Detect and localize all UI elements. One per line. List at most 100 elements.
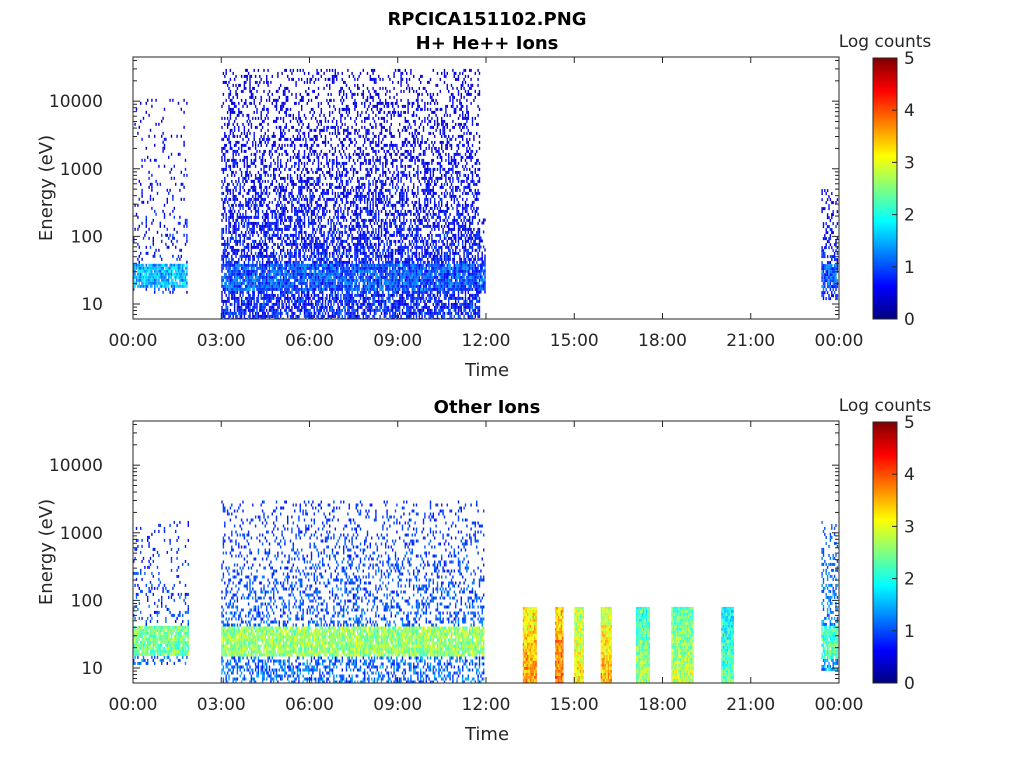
- heatmap-cell: [361, 251, 363, 255]
- heatmap-cell: [347, 263, 349, 267]
- heatmap-cell: [137, 269, 139, 273]
- heatmap-cell: [249, 83, 251, 87]
- heatmap-cell: [235, 239, 237, 243]
- heatmap-cell: [298, 131, 300, 135]
- heatmap-cell: [350, 245, 352, 249]
- heatmap-cell: [233, 311, 236, 315]
- heatmap-cell: [179, 263, 181, 267]
- heatmap-cell: [362, 161, 364, 165]
- heatmap-cell: [369, 269, 371, 273]
- heatmap-cell: [309, 272, 311, 276]
- heatmap-cell: [226, 149, 229, 153]
- heatmap-cell: [371, 251, 373, 255]
- heatmap-cell: [323, 239, 325, 243]
- heatmap-cell: [141, 269, 143, 273]
- heatmap-cell: [351, 308, 353, 312]
- heatmap-cell: [317, 257, 320, 261]
- heatmap-cell: [245, 179, 247, 183]
- heatmap-cell: [256, 107, 258, 111]
- heatmap-cell: [359, 293, 362, 297]
- heatmap-cell: [229, 284, 232, 288]
- heatmap-cell: [366, 167, 369, 171]
- heatmap-cell: [294, 317, 296, 319]
- heatmap-cell: [336, 197, 338, 201]
- heatmap-cell: [236, 260, 239, 264]
- heatmap-cell: [184, 284, 187, 288]
- heatmap-cell: [336, 257, 338, 261]
- heatmap-cell: [306, 182, 308, 186]
- heatmap-cell: [268, 200, 271, 204]
- heatmap-cell: [228, 203, 230, 207]
- heatmap-cell: [235, 278, 237, 282]
- heatmap-cell: [305, 308, 307, 312]
- heatmap-cell: [301, 281, 303, 285]
- heatmap-cell: [305, 305, 307, 309]
- heatmap-cell: [268, 227, 271, 231]
- heatmap-cell: [289, 68, 292, 72]
- heatmap-cell: [183, 263, 185, 267]
- heatmap-cell: [275, 260, 278, 264]
- heatmap-cell: [264, 233, 266, 237]
- heatmap-cell: [303, 230, 306, 234]
- heatmap-cell: [238, 152, 240, 156]
- heatmap-cell: [341, 317, 343, 319]
- heatmap-cell: [282, 284, 285, 288]
- heatmap-cell: [239, 278, 241, 282]
- heatmap-cell: [254, 194, 257, 198]
- heatmap-cell: [253, 98, 255, 102]
- heatmap-cell: [236, 86, 239, 90]
- heatmap-cell: [173, 206, 175, 210]
- heatmap-cell: [151, 104, 153, 108]
- heatmap-cell: [364, 218, 366, 222]
- heatmap-cell: [236, 182, 239, 186]
- heatmap-cell: [246, 179, 248, 183]
- heatmap-cell: [362, 314, 364, 318]
- heatmap-cell: [284, 260, 286, 264]
- heatmap-cell: [378, 200, 380, 204]
- heatmap-cell: [336, 260, 338, 264]
- heatmap-cell: [224, 284, 226, 288]
- heatmap-cell: [298, 251, 300, 255]
- heatmap-cell: [375, 104, 377, 108]
- heatmap-cell: [263, 269, 265, 273]
- heatmap-cell: [235, 194, 237, 198]
- heatmap-cell: [341, 86, 343, 90]
- heatmap-cell: [166, 278, 168, 282]
- heatmap-cell: [331, 77, 334, 81]
- heatmap-cell: [334, 269, 336, 273]
- heatmap-cell: [267, 221, 269, 225]
- heatmap-cell: [373, 317, 376, 319]
- heatmap-cell: [271, 221, 273, 225]
- heatmap-cell: [263, 287, 265, 291]
- heatmap-cell: [372, 272, 374, 276]
- heatmap-cell: [376, 254, 378, 258]
- heatmap-cell: [310, 167, 313, 171]
- heatmap-cell: [261, 221, 264, 225]
- heatmap-cell: [306, 155, 308, 159]
- heatmap-cell: [323, 281, 325, 285]
- heatmap-cell: [372, 302, 374, 306]
- heatmap-cell: [295, 272, 297, 276]
- heatmap-cell: [291, 290, 293, 294]
- heatmap-cell: [348, 257, 350, 261]
- heatmap-cell: [225, 278, 227, 282]
- heatmap-cell: [179, 188, 181, 192]
- heatmap-cell: [323, 254, 325, 258]
- heatmap-cell: [169, 281, 171, 285]
- heatmap-cell: [165, 266, 167, 270]
- heatmap-cell: [333, 227, 335, 231]
- heatmap-cell: [350, 227, 352, 231]
- heatmap-cell: [366, 203, 369, 207]
- heatmap-cell: [180, 248, 182, 252]
- heatmap-cell: [268, 260, 271, 264]
- heatmap-cell: [263, 233, 265, 237]
- heatmap-cell: [376, 290, 378, 294]
- heatmap-cell: [338, 185, 341, 189]
- heatmap-cell: [361, 290, 363, 294]
- heatmap-cell: [138, 224, 140, 228]
- heatmap-cell: [264, 224, 266, 228]
- heatmap-cell: [354, 272, 356, 276]
- heatmap-cell: [348, 131, 350, 135]
- heatmap-cell: [348, 293, 350, 297]
- heatmap-cell: [359, 248, 362, 252]
